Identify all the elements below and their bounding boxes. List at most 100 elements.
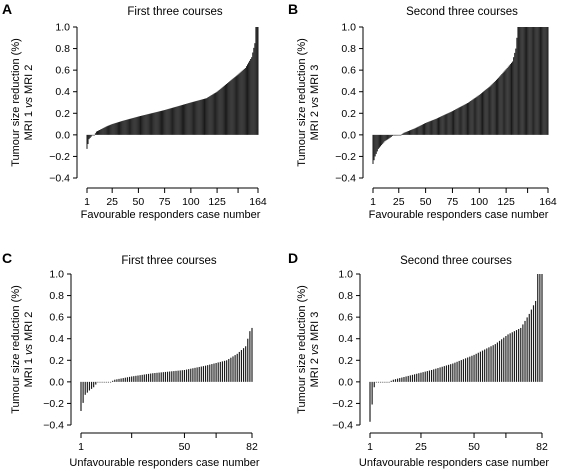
bar [156, 372, 158, 382]
bar [88, 134, 90, 140]
x-tick-label: 164 [539, 196, 557, 208]
bar [86, 134, 88, 149]
bar [520, 27, 522, 135]
bar [470, 100, 472, 135]
x-tick-label: 50 [133, 196, 145, 208]
y-tick-label: 0.6 [49, 312, 64, 324]
bar [206, 98, 208, 135]
bar [382, 134, 384, 144]
bar [439, 367, 441, 382]
bar [126, 377, 129, 382]
bar [431, 120, 433, 135]
bar [180, 105, 182, 135]
bar [208, 96, 210, 135]
bar [505, 336, 507, 382]
bar [94, 133, 96, 135]
bar [420, 372, 422, 382]
bar [392, 379, 394, 382]
bar [501, 339, 503, 382]
bar [444, 114, 446, 135]
bar [145, 114, 147, 135]
bar [369, 381, 371, 422]
y-tick-label: −0.2 [49, 151, 70, 163]
bar [99, 381, 101, 383]
x-tick-label: 1 [367, 441, 373, 453]
x-tick-label: 1 [78, 441, 84, 453]
bar [484, 90, 486, 135]
bar [411, 129, 413, 135]
bar [105, 126, 107, 135]
bar [236, 353, 238, 382]
bar [377, 134, 379, 149]
bar [223, 85, 225, 135]
bar [463, 104, 465, 135]
bar [109, 381, 112, 383]
bar [388, 381, 390, 383]
bar [418, 126, 420, 135]
bar [515, 330, 518, 382]
bar [486, 348, 488, 382]
bar [507, 334, 509, 382]
bar [209, 364, 211, 382]
bar [169, 371, 171, 382]
y-tick-label: 0.2 [55, 108, 70, 120]
x-tick-label: 50 [179, 441, 191, 453]
bar [220, 88, 222, 135]
bar [448, 112, 450, 135]
bar [528, 27, 530, 135]
bar [405, 376, 407, 382]
bar [403, 377, 405, 382]
bar [468, 102, 470, 135]
bar [435, 118, 437, 135]
bar [189, 102, 191, 135]
bar [439, 117, 441, 135]
bar [190, 368, 192, 382]
bar [426, 371, 428, 382]
chart-title: First three courses [121, 255, 216, 267]
bar [512, 61, 514, 135]
bar [143, 374, 145, 382]
bar [98, 130, 100, 135]
bar [404, 132, 406, 135]
bar [516, 37, 518, 135]
bar [464, 104, 466, 135]
bar [534, 27, 536, 135]
bar [202, 366, 205, 382]
bar [469, 101, 471, 135]
bar [384, 134, 386, 142]
bar [131, 118, 133, 135]
bar [467, 357, 469, 382]
bar [163, 110, 165, 135]
bar [501, 74, 503, 135]
bar [113, 123, 115, 135]
bar [529, 27, 531, 135]
bar [200, 366, 202, 382]
bar [420, 125, 422, 135]
bar [415, 127, 417, 135]
bar [195, 101, 197, 135]
bar [533, 27, 535, 135]
bar [500, 75, 502, 135]
bar [475, 353, 477, 382]
y-axis-label: Tumour size reduction (%) [10, 38, 22, 167]
bar [535, 300, 537, 382]
bar [488, 347, 490, 382]
bar [147, 114, 149, 135]
x-tick-label: 82 [536, 441, 548, 453]
panel-d: D Second three courses −0.4 −0.2 0.0 0.2 0.4 0.… [288, 250, 549, 469]
y-tick-label: 0.6 [338, 312, 353, 324]
bar [487, 88, 489, 135]
bar [441, 116, 443, 135]
bar [479, 351, 482, 382]
bar [133, 376, 135, 382]
bar [235, 76, 237, 135]
bar [245, 66, 247, 135]
bar [513, 331, 515, 382]
bar [375, 134, 377, 154]
bar [433, 119, 435, 135]
y-tick-label: 0.8 [49, 290, 64, 302]
bar [106, 126, 108, 135]
bar [149, 113, 151, 135]
y-tick-label: −0.4 [332, 420, 353, 432]
bar [459, 107, 461, 135]
